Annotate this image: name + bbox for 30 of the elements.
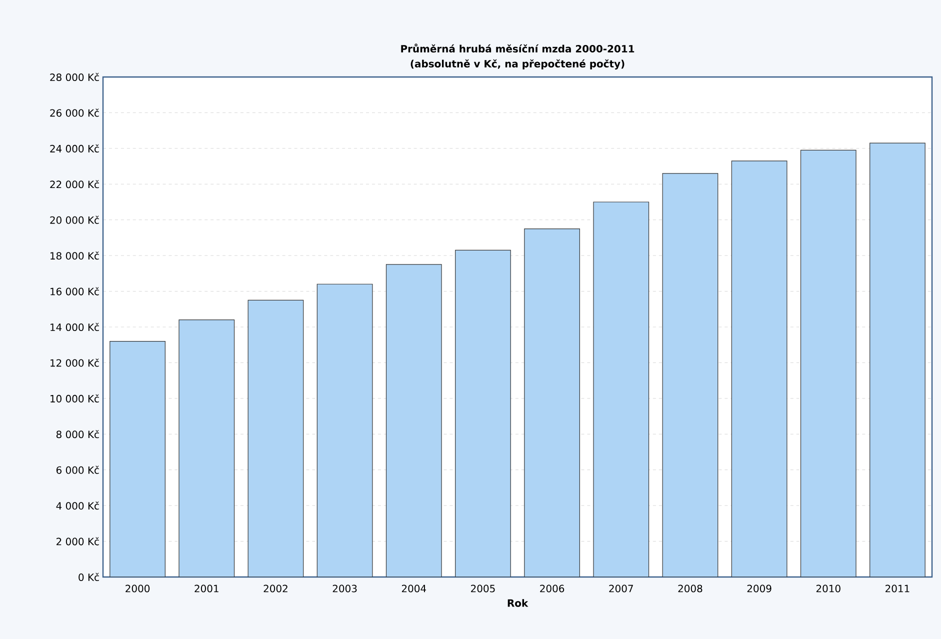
x-tick-label: 2003 <box>332 584 357 592</box>
y-tick-label: 16 000 Kč <box>50 287 99 296</box>
x-tick-label: 2006 <box>540 584 564 592</box>
x-tick-label: 2007 <box>609 584 633 592</box>
x-tick-label: 2009 <box>747 584 772 592</box>
x-tick-label: 2005 <box>471 584 495 592</box>
y-tick-label: 2 000 Kč <box>56 537 99 546</box>
y-tick-label: 0 Kč <box>78 572 99 582</box>
y-tick-label: 4 000 Kč <box>56 502 99 510</box>
x-tick-label: 2008 <box>678 584 702 592</box>
y-tick-label: 18 000 Kč <box>50 252 99 260</box>
x-tick-label: 2001 <box>194 584 218 592</box>
y-tick-label: 26 000 Kč <box>50 108 99 117</box>
chart-title: Průměrná hrubá měsíční mzda 2000-2011 <box>401 44 634 53</box>
x-axis-title: Rok <box>508 599 528 607</box>
y-tick-label: 10 000 Kč <box>50 394 99 402</box>
x-tick-label: 2002 <box>264 584 288 592</box>
x-tick-label: 2004 <box>402 584 426 592</box>
y-tick-label: 24 000 Kč <box>50 144 99 152</box>
y-tick-label: 20 000 Kč <box>50 216 99 224</box>
y-tick-label: 8 000 Kč <box>56 430 99 438</box>
x-tick-label: 2000 <box>126 584 150 592</box>
y-tick-label: 12 000 Kč <box>50 358 99 367</box>
y-tick-label: 14 000 Kč <box>50 322 99 332</box>
x-tick-label: 2010 <box>816 584 840 592</box>
y-tick-label: 22 000 Kč <box>50 180 99 188</box>
chart-subtitle: (absolutně v Kč, na přepočtené počty) <box>410 59 624 70</box>
y-tick-label: 28 000 Kč <box>50 72 99 82</box>
x-tick-label: 2011 <box>886 584 910 592</box>
y-tick-label: 6 000 Kč <box>56 466 99 474</box>
